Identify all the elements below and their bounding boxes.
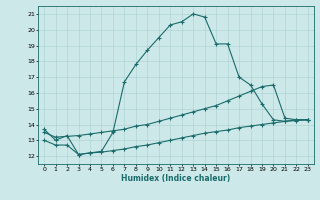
X-axis label: Humidex (Indice chaleur): Humidex (Indice chaleur) [121,174,231,183]
